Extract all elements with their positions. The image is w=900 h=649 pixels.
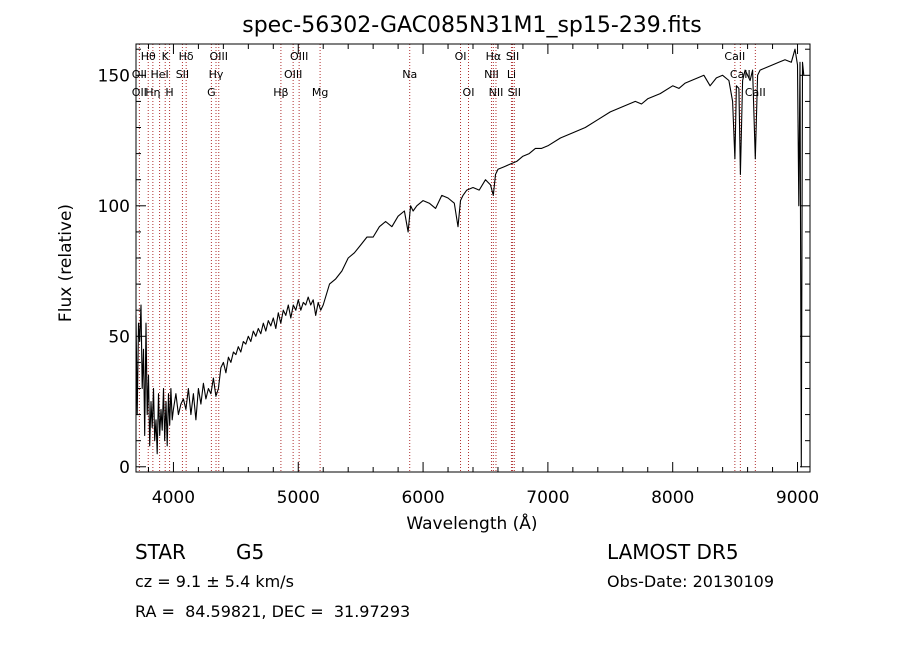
x-tick-label: 6000 (401, 488, 444, 508)
plot-frame (135, 43, 811, 473)
line-label: CaII (745, 86, 766, 99)
line-label: SII (508, 86, 521, 99)
y-axis-label: Flux (relative) (56, 204, 76, 322)
spectral-line-markers (138, 44, 756, 472)
line-label: OIII (290, 50, 308, 63)
x-tick-label: 5000 (277, 488, 320, 508)
line-label: Hη (145, 86, 160, 99)
coordinates: RA = 84.59821, DEC = 31.97293 (135, 602, 411, 621)
x-tick-label: 4000 (152, 488, 195, 508)
object-subclass: G5 (236, 540, 265, 564)
line-label: Hβ (273, 86, 288, 99)
line-label: Hθ (141, 50, 156, 63)
line-label: Hα (486, 50, 502, 63)
line-label: Li (507, 68, 516, 81)
chart-title: spec-56302-GAC085N31M1_sp15-239.fits (242, 13, 702, 38)
line-label: CaII (724, 50, 745, 63)
spectrum-line (135, 48, 805, 468)
y-tick-label: 50 (108, 327, 130, 347)
x-axis-ticks: 4000 5000 6000 7000 8000 9000 (147, 44, 819, 508)
line-label: Na (402, 68, 417, 81)
object-class: STAR (135, 540, 186, 564)
line-label: Mg (312, 86, 328, 99)
spectrum-plot (135, 48, 805, 468)
line-label: OII (132, 68, 147, 81)
line-label: HeI (150, 68, 168, 81)
line-label: K (162, 50, 170, 63)
line-label: OIII (210, 50, 228, 63)
y-tick-label: 100 (98, 197, 130, 217)
y-tick-label: 0 (119, 458, 130, 478)
y-tick-label: 150 (98, 66, 130, 86)
line-label: Hδ (179, 50, 194, 63)
line-label: Hγ (209, 68, 224, 81)
line-label: OI (463, 86, 475, 99)
observation-date: Obs-Date: 20130109 (607, 572, 775, 591)
line-label: H (165, 86, 173, 99)
line-label: SII (176, 68, 189, 81)
line-label: NII (489, 86, 504, 99)
x-tick-label: 8000 (651, 488, 694, 508)
x-tick-label: 9000 (776, 488, 819, 508)
line-label: OI (455, 50, 467, 63)
x-tick-label: 7000 (526, 488, 569, 508)
spectral-line-labels: Hθ K Hδ OIII OIII OI Hα SII CaII OII HeI SII Hγ OIII N… (132, 50, 766, 99)
x-axis-label: Wavelength (Å) (406, 512, 537, 534)
survey-name: LAMOST DR5 (607, 540, 739, 564)
y-axis-ticks: 0 50 100 150 (98, 48, 810, 478)
line-label: OIII (284, 68, 302, 81)
line-label: NII (484, 68, 499, 81)
line-label: SII (506, 50, 519, 63)
line-label: G (207, 86, 216, 99)
redshift-velocity: cz = 9.1 ± 5.4 km/s (135, 572, 294, 591)
